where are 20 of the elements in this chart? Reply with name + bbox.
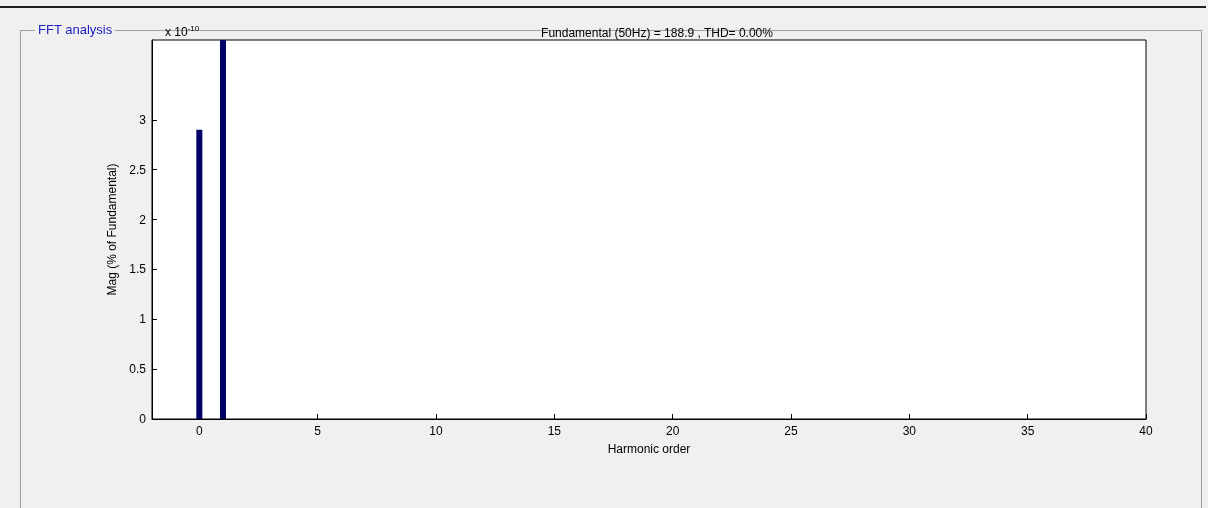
x-tick-label: 0 [195, 424, 203, 438]
x-tick-label: 40 [1139, 424, 1153, 438]
x-axis-title: Harmonic order [607, 442, 691, 456]
y-tick-label: 2.5 [129, 162, 147, 177]
y-axis-title: Mag (% of Fundamental) [105, 163, 120, 296]
y-tick-label: 3 [139, 112, 147, 127]
x-tick-label: 25 [784, 424, 798, 438]
y-tick-label: 0 [139, 412, 147, 426]
text: FFT analysis [35, 22, 116, 37]
x-tick-label: 30 [902, 424, 917, 438]
y-tick-label: 1 [139, 312, 147, 327]
x-tick-label: 35 [1020, 424, 1035, 438]
x-tick-label: 10 [429, 424, 443, 438]
y-tick-label: 0.5 [129, 362, 147, 377]
y-tick-label: 1.5 [129, 262, 147, 277]
x-tick-label: 15 [547, 424, 562, 438]
y-tick-label: 2 [139, 212, 147, 227]
x-tick-label: 20 [665, 424, 680, 438]
x-tick-label: 5 [314, 424, 322, 438]
chart-title: Fundamental (50Hz) = 188.9 , THD= 0.00% [541, 26, 774, 40]
